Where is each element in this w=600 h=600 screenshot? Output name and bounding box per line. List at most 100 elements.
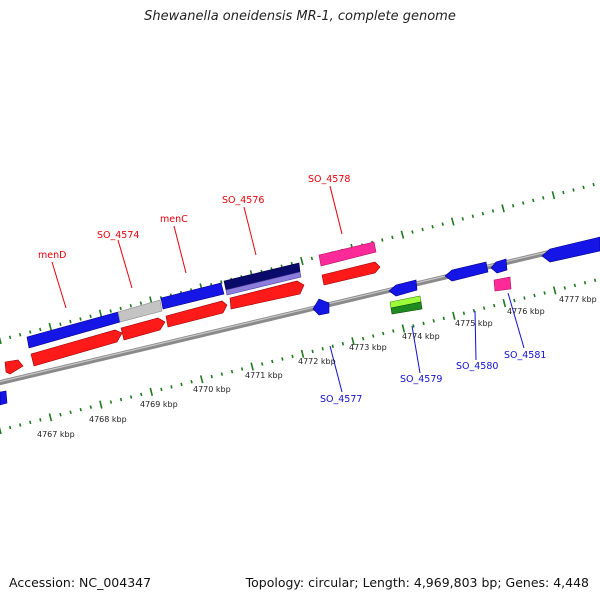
label-leaders (51, 185, 525, 393)
gene-reverse[interactable] (312, 298, 330, 316)
minor-tick (421, 227, 424, 232)
tick-label: 4774 kbp (402, 332, 440, 341)
gene-pink[interactable] (493, 276, 512, 292)
minor-tick (69, 410, 72, 414)
gene-label-so-4578[interactable]: SO_4578 (308, 174, 350, 185)
minor-tick (472, 309, 476, 313)
minor-tick (462, 311, 466, 315)
minor-tick (441, 222, 444, 226)
minor-tick (109, 400, 113, 404)
accession-text: Accession: NC_004347 (9, 575, 152, 590)
gene-label-so-4580[interactable]: SO_4580 (456, 361, 498, 372)
major-tick (351, 337, 355, 346)
gene-forward[interactable] (120, 317, 166, 341)
minor-tick (513, 298, 516, 303)
minor-tick (79, 407, 82, 412)
minor-tick (89, 405, 92, 409)
minor-tick (109, 309, 112, 313)
tick-label: 4775 kbp (455, 319, 493, 328)
minor-tick (573, 283, 577, 288)
minor-tick (119, 397, 123, 402)
minor-tick (542, 196, 545, 200)
genome-backbone (0, 237, 600, 386)
minor-tick (29, 420, 32, 425)
major-tick (552, 286, 557, 295)
tick-label: 4768 kbp (89, 415, 127, 424)
minor-tick (39, 327, 42, 332)
minor-tick (310, 256, 314, 261)
gene-label-menC[interactable]: menC (160, 214, 188, 225)
minor-tick (493, 303, 496, 308)
minor-tick (210, 374, 213, 379)
gene-forward[interactable] (30, 329, 123, 367)
gene-label-so-4579[interactable]: SO_4579 (400, 374, 442, 385)
gene-forward[interactable] (229, 280, 305, 310)
gene-reverse[interactable] (444, 261, 489, 282)
major-tick (250, 362, 254, 371)
gene-label-so-4574[interactable]: SO_4574 (97, 230, 139, 241)
tick-label: 4767 kbp (37, 430, 75, 439)
gene-label-menD[interactable]: menD (38, 250, 66, 261)
genome-summary-text: Topology: circular; Length: 4,969,803 bp… (245, 575, 589, 590)
minor-tick (69, 319, 72, 324)
gene-lavender[interactable] (225, 271, 302, 296)
genome-title: Shewanella oneidensis MR-1, complete gen… (144, 9, 456, 24)
minor-tick (422, 321, 425, 326)
tick-label: 4776 kbp (507, 307, 545, 316)
gene-forward-pink[interactable] (318, 241, 377, 267)
minor-tick (8, 425, 12, 430)
gene-label-so-4577[interactable]: SO_4577 (320, 394, 362, 405)
major-tick (199, 375, 204, 384)
minor-tick (392, 329, 395, 333)
minor-tick (361, 336, 365, 341)
gene-grey[interactable] (117, 299, 163, 323)
gene-reverse[interactable] (541, 236, 600, 263)
minor-tick (431, 225, 434, 229)
minor-tick (139, 301, 143, 305)
gene-forward[interactable] (321, 261, 381, 286)
major-tick (400, 230, 405, 239)
upper-row-genes (26, 262, 302, 349)
major-tick (98, 309, 103, 318)
gene-label-so-4576[interactable]: SO_4576 (222, 195, 264, 206)
major-tick (0, 336, 2, 345)
minor-tick (160, 387, 163, 392)
minor-tick (129, 304, 132, 308)
gene-forward[interactable] (4, 359, 24, 375)
minor-tick (432, 319, 435, 323)
major-tick (48, 413, 53, 422)
minor-tick (572, 188, 575, 192)
minor-tick (593, 278, 597, 282)
minor-tick (391, 235, 394, 240)
gene-label-so-4581[interactable]: SO_4581 (504, 350, 546, 361)
minor-tick (180, 382, 183, 387)
major-tick (452, 311, 456, 320)
minor-tick (522, 201, 525, 205)
minor-tick (19, 423, 22, 427)
tick-label: 4773 kbp (349, 343, 387, 352)
minor-tick (129, 395, 133, 399)
minor-tick (482, 306, 486, 310)
tick-label: 4771 kbp (245, 371, 283, 380)
gene-reverse[interactable] (0, 390, 8, 406)
tick-label: 4769 kbp (140, 400, 178, 409)
major-tick (502, 299, 507, 308)
gene-forward[interactable] (165, 300, 228, 328)
gene-reverse[interactable] (388, 279, 418, 297)
minor-tick (230, 369, 234, 374)
minor-tick (583, 281, 587, 285)
minor-tick (341, 341, 345, 346)
tick-label: 4772 kbp (298, 357, 336, 366)
minor-tick (533, 293, 536, 298)
minor-tick (59, 322, 62, 326)
gene-reverse[interactable] (490, 258, 508, 274)
minor-tick (562, 190, 565, 195)
gene-reverse[interactable] (160, 282, 225, 310)
minor-tick (381, 238, 384, 242)
minor-tick (331, 344, 334, 348)
minor-tick (240, 367, 244, 371)
gene-green-dark[interactable] (390, 301, 423, 315)
minor-tick (563, 286, 566, 290)
